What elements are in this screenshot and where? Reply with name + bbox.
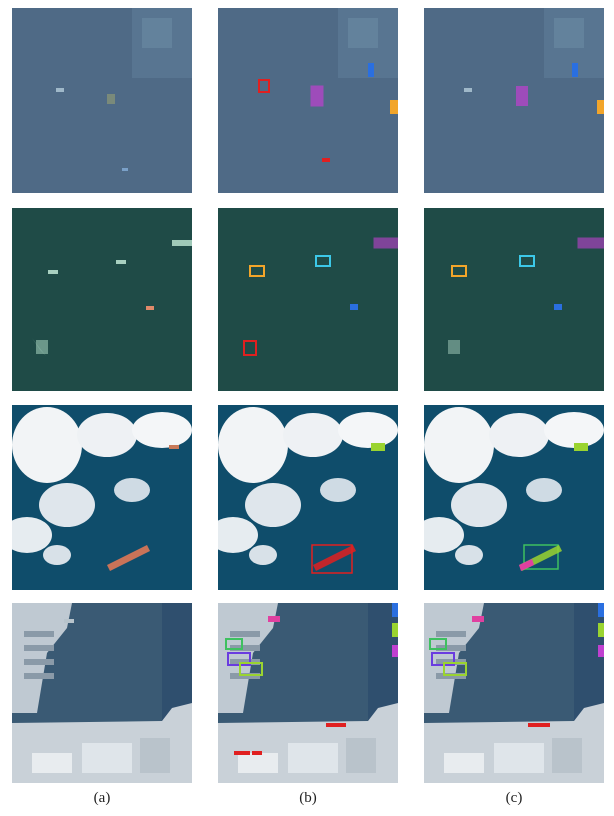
ship-mark — [56, 88, 64, 92]
detection-box — [516, 86, 528, 106]
detection-box — [326, 723, 346, 727]
detection-box — [373, 237, 398, 249]
detection-box — [268, 616, 280, 622]
detection-box — [371, 443, 385, 451]
ship-mark — [107, 545, 150, 571]
detection-box — [315, 255, 331, 267]
ship-mark — [313, 545, 356, 571]
detection-box — [392, 623, 398, 637]
detection-box — [368, 63, 374, 77]
tile-row1-col-b — [218, 8, 398, 193]
detection-box — [252, 751, 262, 755]
tile-row3-col-b — [218, 405, 398, 590]
tile-row4-col-b — [218, 603, 398, 783]
tile-row1-col-c — [424, 8, 604, 193]
detection-box — [392, 645, 398, 657]
detection-box — [598, 645, 604, 657]
detection-box — [239, 662, 263, 676]
detection-box — [572, 63, 578, 77]
detection-box — [598, 603, 604, 617]
tile-row4-col-c — [424, 603, 604, 783]
ship-mark — [122, 168, 128, 171]
detection-box — [574, 443, 588, 451]
detection-box — [249, 265, 265, 277]
ship-mark — [519, 559, 534, 571]
ship-mark — [169, 445, 179, 449]
ship-mark — [36, 340, 48, 354]
detection-box — [519, 255, 535, 267]
ship-mark — [464, 88, 472, 92]
detection-box — [472, 616, 484, 622]
tile-row3-col-c — [424, 405, 604, 590]
detection-box — [523, 544, 559, 570]
ship-mark — [64, 619, 74, 623]
detection-box — [311, 544, 353, 574]
ship-mark — [448, 340, 460, 354]
tile-row1-col-a — [12, 8, 192, 193]
tile-row3-col-a — [12, 405, 192, 590]
tile-row2-col-a — [12, 208, 192, 391]
detection-box — [310, 85, 324, 107]
detection-box — [597, 100, 604, 114]
detection-box — [225, 638, 243, 650]
ship-mark — [146, 306, 154, 310]
ship-mark — [48, 270, 58, 274]
caption-a: (a) — [93, 790, 111, 806]
detection-box — [350, 304, 358, 310]
detection-box — [392, 603, 398, 617]
detection-box — [598, 623, 604, 637]
detection-box — [390, 100, 398, 114]
tile-row4-col-a — [12, 603, 192, 783]
detection-box — [243, 340, 257, 356]
caption-c: (c) — [505, 790, 523, 806]
detection-box — [443, 662, 467, 676]
tile-row2-col-c — [424, 208, 604, 391]
detection-box — [554, 304, 562, 310]
detection-box — [429, 638, 447, 650]
detection-box — [234, 751, 250, 755]
ship-mark — [116, 260, 126, 264]
detection-box — [322, 158, 330, 162]
ship-mark — [172, 240, 192, 246]
detection-box — [258, 79, 270, 93]
caption-b: (b) — [299, 790, 317, 806]
detection-box — [451, 265, 467, 277]
tile-row2-col-b — [218, 208, 398, 391]
detection-box — [577, 237, 604, 249]
detection-box — [528, 723, 550, 727]
ship-mark — [107, 94, 115, 104]
